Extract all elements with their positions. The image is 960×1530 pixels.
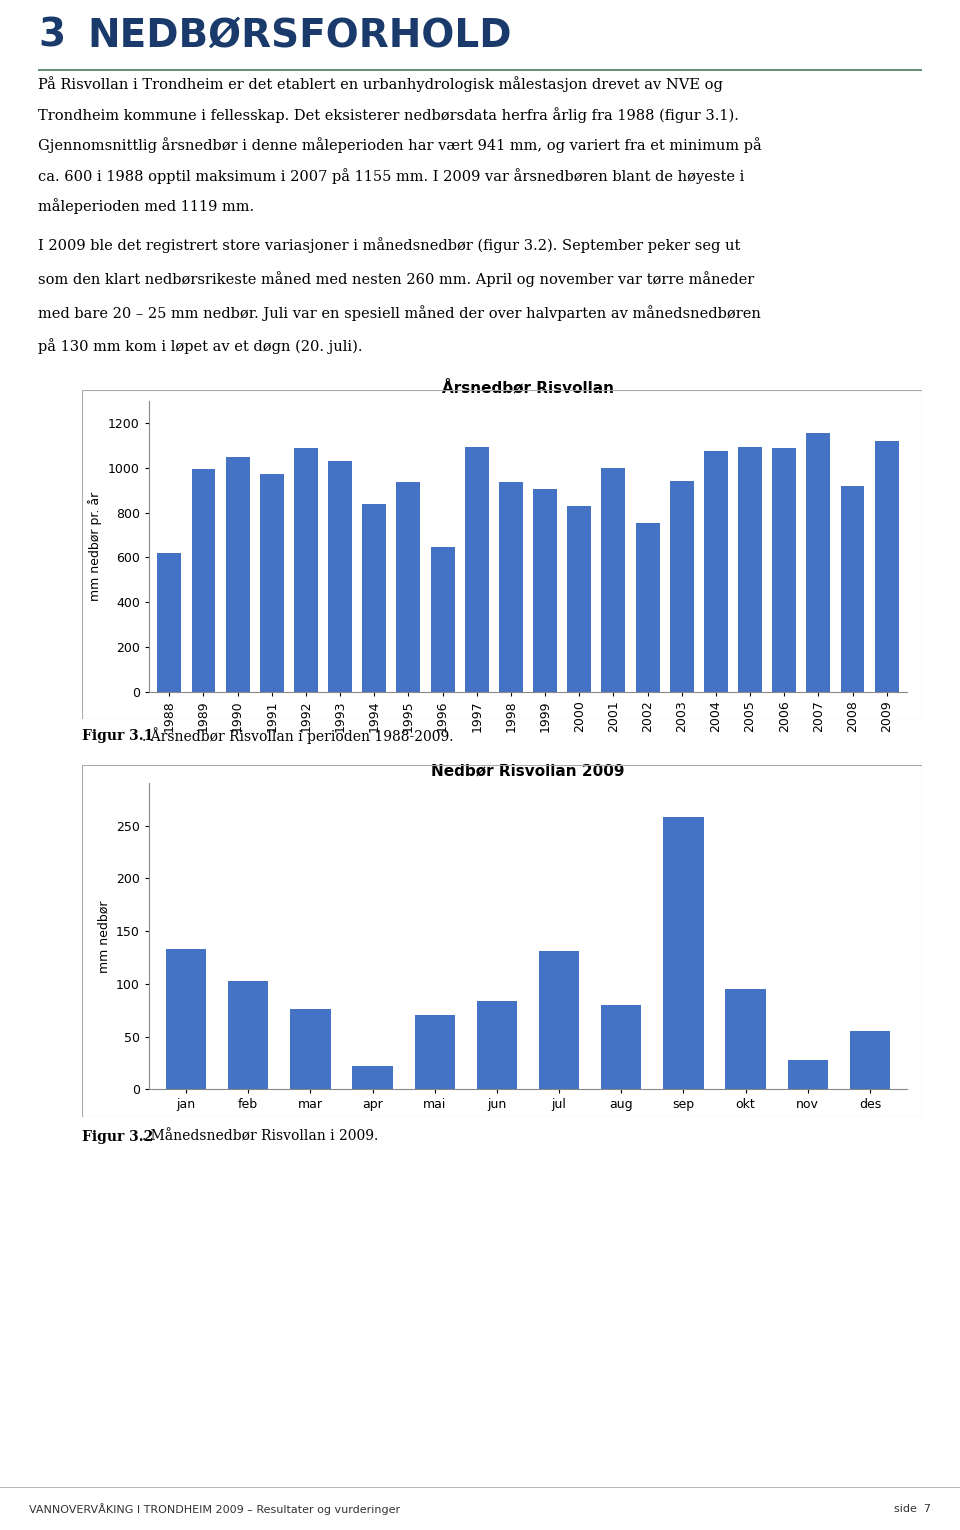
Bar — [477, 1001, 517, 1089]
Bar — [841, 487, 865, 692]
Bar — [431, 548, 454, 692]
Bar — [850, 1031, 890, 1089]
Text: ca. 600 i 1988 opptil maksimum i 2007 på 1155 mm. I 2009 var årsnedbøren blant d: ca. 600 i 1988 opptil maksimum i 2007 på… — [38, 168, 745, 184]
Bar — [602, 468, 625, 692]
Text: med bare 20 – 25 mm nedbør. Juli var en spesiell måned der over halvparten av må: med bare 20 – 25 mm nedbør. Juli var en … — [38, 304, 761, 321]
Bar — [352, 1066, 393, 1089]
Bar — [166, 949, 206, 1089]
Y-axis label: mm nedbør pr. år: mm nedbør pr. år — [88, 491, 103, 601]
Y-axis label: mm nedbør: mm nedbør — [97, 900, 110, 973]
Bar — [726, 988, 766, 1089]
Text: som den klart nedbørsrikeste måned med nesten 260 mm. April og november var tørr: som den klart nedbørsrikeste måned med n… — [38, 271, 755, 286]
Bar — [157, 552, 181, 692]
Text: side  7: side 7 — [894, 1504, 931, 1513]
Bar — [465, 447, 489, 692]
Bar — [539, 952, 579, 1089]
Bar — [663, 817, 704, 1089]
Bar — [601, 1005, 641, 1089]
Bar — [875, 441, 899, 692]
Bar — [228, 981, 269, 1089]
Bar — [704, 451, 728, 692]
Text: Figur 3.1: Figur 3.1 — [82, 728, 153, 744]
Bar — [362, 503, 386, 692]
Bar — [499, 482, 523, 692]
Bar — [191, 470, 215, 692]
Text: I 2009 ble det registrert store variasjoner i månedsnedbør (figur 3.2). Septembe: I 2009 ble det registrert store variasjo… — [38, 237, 741, 252]
Bar — [415, 1016, 455, 1089]
Bar — [636, 523, 660, 692]
Text: måleperioden med 1119 mm.: måleperioden med 1119 mm. — [38, 199, 254, 214]
Title: Nedbør Risvollan 2009: Nedbør Risvollan 2009 — [431, 763, 625, 779]
Text: Figur 3.2: Figur 3.2 — [82, 1129, 153, 1144]
Text: På Risvollan i Trondheim er det etablert en urbanhydrologisk målestasjon drevet : På Risvollan i Trondheim er det etablert… — [38, 76, 723, 92]
Text: VANNOVERVÅKING I TRONDHEIM 2009 – Resultater og vurderinger: VANNOVERVÅKING I TRONDHEIM 2009 – Result… — [29, 1502, 400, 1515]
Bar — [567, 506, 591, 692]
Text: Gjennomsnittlig årsnedbør i denne måleperioden har vært 941 mm, og variert fra e: Gjennomsnittlig årsnedbør i denne målepe… — [38, 138, 762, 153]
Bar — [787, 1060, 828, 1089]
Text: NEDBØRSFORHOLD: NEDBØRSFORHOLD — [87, 17, 512, 54]
Text: Trondheim kommune i fellesskap. Det eksisterer nedbørsdata herfra årlig fra 1988: Trondheim kommune i fellesskap. Det eksi… — [38, 107, 739, 122]
Bar — [290, 1010, 330, 1089]
Text: 3: 3 — [38, 17, 65, 54]
Bar — [294, 448, 318, 692]
Bar — [806, 433, 830, 692]
Bar — [772, 448, 796, 692]
Text: på 130 mm kom i løpet av et døgn (20. juli).: på 130 mm kom i løpet av et døgn (20. ju… — [38, 338, 363, 355]
Bar — [396, 482, 420, 692]
Bar — [738, 447, 762, 692]
Bar — [670, 482, 694, 692]
Bar — [328, 461, 352, 692]
Title: Årsnedbør Risvollan: Årsnedbør Risvollan — [442, 379, 614, 396]
Bar — [226, 457, 250, 692]
Text: . Månedsnedbør Risvollan i 2009.: . Månedsnedbør Risvollan i 2009. — [142, 1129, 378, 1144]
Bar — [260, 474, 284, 692]
Bar — [533, 490, 557, 692]
Text: . Årsnedbør Risvollan i perioden 1988-2009.: . Årsnedbør Risvollan i perioden 1988-20… — [142, 727, 453, 745]
